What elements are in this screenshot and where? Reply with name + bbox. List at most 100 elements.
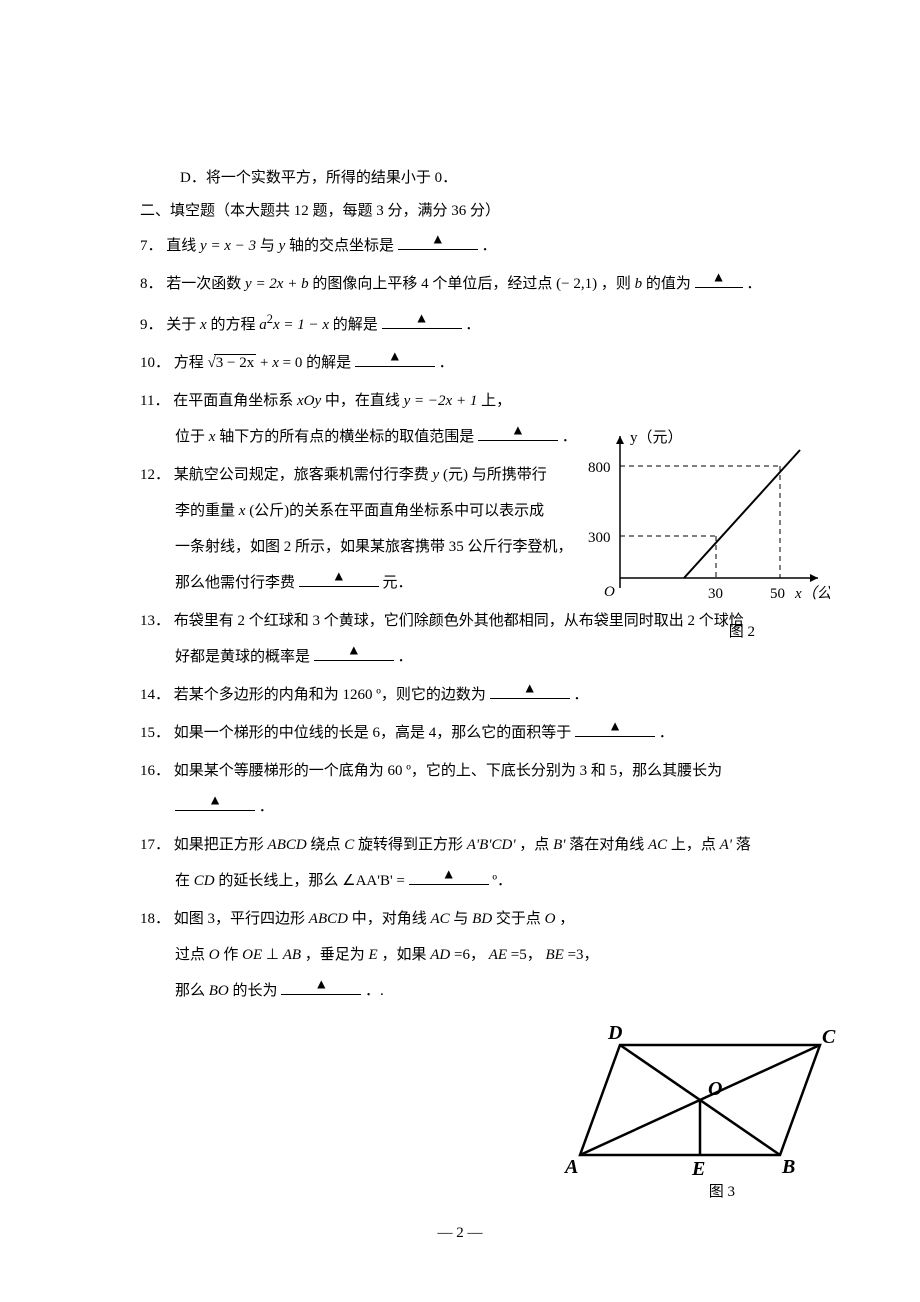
q17-cd: CD	[194, 873, 215, 889]
q18-a: 如图 3，平行四边形	[174, 911, 309, 927]
q10: 10． 方程 √3 − 2x + x = 0 的解是 ▲ ．	[135, 345, 810, 381]
q16-blank[interactable]: ▲	[175, 795, 255, 811]
q17-c: C	[344, 837, 354, 853]
triangle-icon: ▲	[442, 858, 456, 892]
q7-num: 7．	[140, 238, 163, 254]
triangle-icon: ▲	[431, 223, 445, 257]
q7-eq: y = x − 3	[200, 238, 256, 254]
q11-num: 11．	[140, 393, 169, 409]
q13-b: 好都是黄球的概率是	[175, 649, 310, 665]
q12-y: y	[433, 467, 440, 483]
q10-num: 10．	[140, 355, 170, 371]
q17-eq: =	[396, 873, 404, 889]
q18-blank[interactable]: ▲	[281, 979, 361, 995]
q13-end: ．	[398, 649, 413, 665]
q18-ab: AB	[283, 947, 301, 963]
q17-b1: 在	[175, 873, 194, 889]
q8: 8． 若一次函数 y = 2x + b 的图像向上平移 4 个单位后，经过点 (…	[135, 266, 810, 302]
q8-blank[interactable]: ▲	[695, 272, 743, 288]
q11-eq: y = −2x + 1	[404, 393, 478, 409]
figure-3-caption: 图 3	[709, 1180, 735, 1201]
q18-ae: AE	[489, 947, 507, 963]
triangle-icon: ▲	[314, 968, 328, 1002]
q15-end: ．	[659, 725, 674, 741]
q18-a5: ，	[559, 911, 574, 927]
fig2-yt0: 800	[588, 460, 611, 476]
triangle-icon: ▲	[388, 340, 402, 374]
q11-a2: 中，在直线	[325, 393, 404, 409]
triangle-icon: ▲	[208, 784, 222, 818]
q10-t1: 方程	[174, 355, 204, 371]
q11-a: 在平面直角坐标系	[173, 393, 297, 409]
q17-num: 17．	[140, 837, 170, 853]
q18-l2: 过点 O 作 OE ⊥ AB ，垂足为 E ，如果 AD =6， AE =5， …	[135, 937, 665, 973]
triangle-icon: ▲	[415, 302, 429, 336]
fig3-B: B	[781, 1156, 795, 1178]
q17-a6: 上，点	[671, 837, 720, 853]
q11-blank[interactable]: ▲	[478, 425, 558, 441]
q7-t2: 与	[260, 238, 279, 254]
q18-abcd: ABCD	[309, 911, 348, 927]
q13-num: 13．	[140, 613, 170, 629]
page-number: — 2 —	[0, 1225, 920, 1242]
q18-c2: 的长为	[233, 983, 278, 999]
q13-blank[interactable]: ▲	[314, 645, 394, 661]
q12-b: 李的重量	[175, 503, 239, 519]
q17-b: B'	[553, 837, 565, 853]
q12-blank[interactable]: ▲	[299, 571, 379, 587]
q15-a: 如果一个梯形的中位线的长是 6，高是 4，那么它的面积等于	[174, 725, 572, 741]
q9-t3: 的解是	[333, 317, 378, 333]
fig3-O: O	[708, 1078, 722, 1100]
q17-blank[interactable]: ▲	[409, 869, 489, 885]
q18-eq1: =6，	[454, 947, 485, 963]
fig2-o: O	[604, 584, 615, 600]
q16-num: 16．	[140, 763, 170, 779]
q14-a: 若某个多边形的内角和为 1260 º，则它的边数为	[174, 687, 486, 703]
q18-l1: 18． 如图 3，平行四边形 ABCD 中，对角线 AC 与 BD 交于点 O …	[135, 901, 630, 937]
q7-end: ．	[482, 238, 497, 254]
q10-blank[interactable]: ▲	[355, 351, 435, 367]
fig3-E: E	[691, 1158, 705, 1180]
q18-eq2: =5，	[511, 947, 542, 963]
q18-c: 那么	[175, 983, 209, 999]
q10-rad: 3 − 2x	[214, 354, 256, 371]
q9-x: x	[200, 317, 207, 333]
q10-plus: +	[260, 355, 272, 371]
q17-abcd: ABCD	[268, 837, 307, 853]
q12-unit: 元．	[383, 575, 413, 591]
q16-a: 如果某个等腰梯形的一个底角为 60 º，它的上、下底长分别为 3 和 5，那么其…	[174, 763, 722, 779]
q17-a7: 落	[736, 837, 751, 853]
q7-t3: 轴的交点坐标是	[289, 238, 394, 254]
fig3-C: C	[822, 1026, 836, 1048]
triangle-icon: ▲	[608, 710, 622, 744]
q9-blank[interactable]: ▲	[382, 313, 462, 329]
q9-t2: 的方程	[210, 317, 259, 333]
q18-eq3: =3，	[568, 947, 599, 963]
q14-blank[interactable]: ▲	[490, 683, 570, 699]
q11-xoy: xOy	[297, 393, 321, 409]
q17-a2: 绕点	[310, 837, 344, 853]
q14-num: 14．	[140, 687, 170, 703]
fig3-D: D	[607, 1022, 622, 1044]
q9-end: ．	[465, 317, 480, 333]
q15-blank[interactable]: ▲	[575, 721, 655, 737]
q12-b2: (公斤)的关系在平面直角坐标系中可以表示成	[249, 503, 544, 519]
q18-oe: OE	[242, 947, 262, 963]
q12-x: x	[239, 503, 246, 519]
q17-deg: º．	[492, 873, 512, 889]
q10-t2: 的解是	[306, 355, 351, 371]
q8-num: 8．	[140, 276, 163, 292]
q10-x: x	[272, 355, 279, 371]
q17-a3: 旋转得到正方形	[358, 837, 467, 853]
fig2-yt1: 300	[588, 530, 611, 546]
q17-ac: AC	[648, 837, 667, 853]
q11-x: x	[209, 429, 216, 445]
q18-num: 18．	[140, 911, 170, 927]
q17-ang: ∠AA'B'	[342, 873, 393, 889]
q16-l1: 16． 如果某个等腰梯形的一个底角为 60 º，它的上、下底长分别为 3 和 5…	[135, 753, 810, 789]
q16-l2: ▲ ．	[135, 789, 810, 825]
q7-y: y	[279, 238, 286, 254]
q7-blank[interactable]: ▲	[398, 234, 478, 250]
q18-ac: AC	[430, 911, 449, 927]
q8-pt: (− 2,1)	[556, 276, 597, 292]
